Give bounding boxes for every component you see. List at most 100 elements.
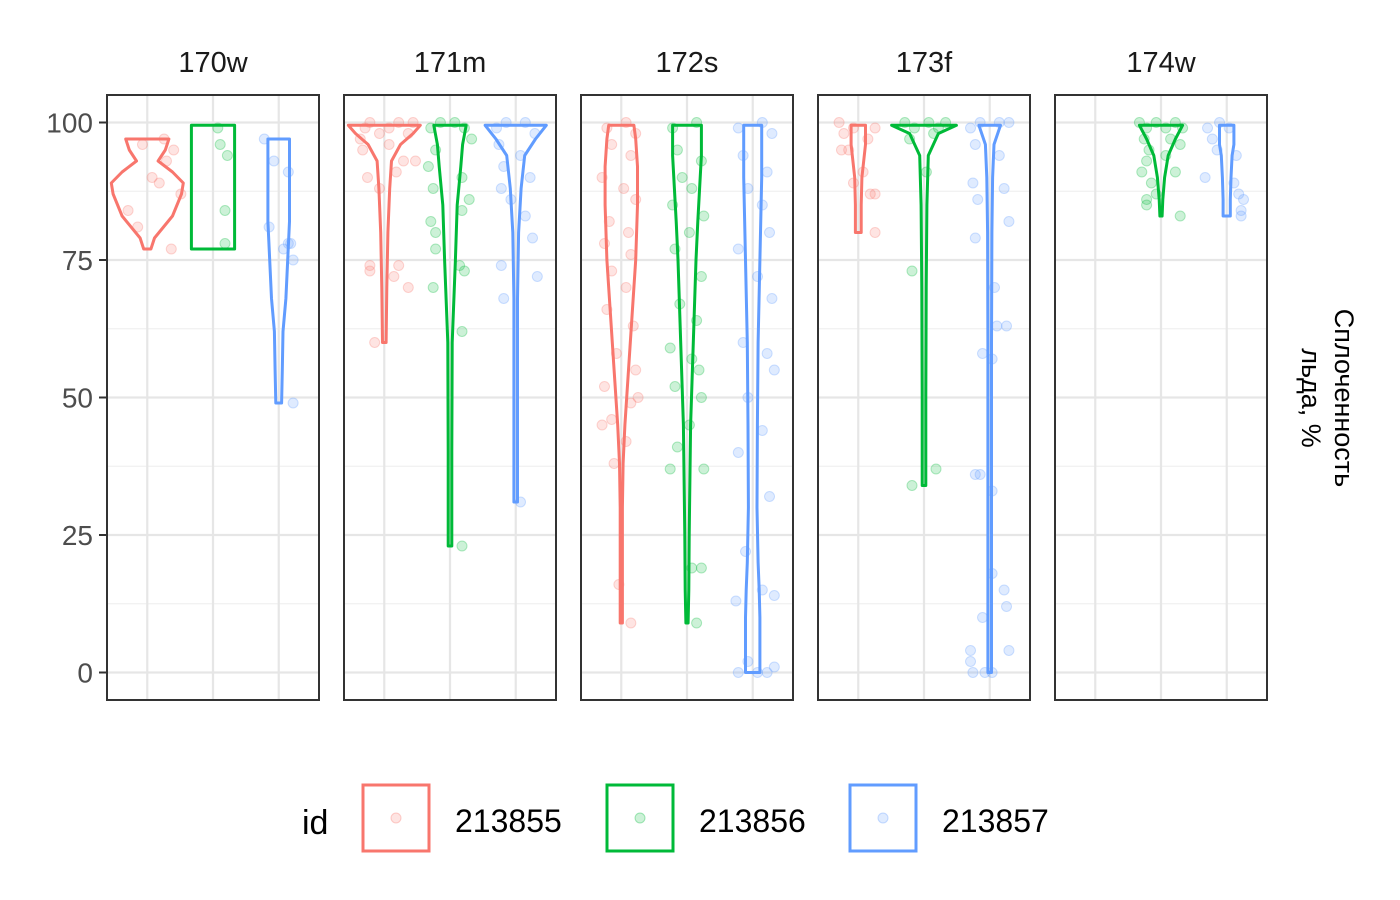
data-point [1174, 210, 1186, 222]
data-point [122, 205, 134, 216]
data-point [364, 265, 376, 277]
series-213855 [346, 117, 422, 348]
legend-label: 213857 [942, 803, 1049, 839]
data-point [764, 491, 776, 502]
data-point [732, 122, 744, 134]
series-213855 [596, 117, 644, 629]
data-point [427, 282, 439, 293]
legend-key [848, 783, 918, 853]
facet-panel-171m: 171m [343, 47, 557, 701]
violin-outline [890, 123, 958, 487]
violin-outline [189, 123, 237, 251]
data-point [531, 271, 543, 282]
data-point [456, 326, 468, 337]
data-point [869, 122, 881, 134]
data-point [425, 216, 437, 227]
data-point [1235, 205, 1247, 216]
data-point [835, 144, 847, 156]
data-point [969, 469, 981, 480]
data-point [732, 447, 744, 458]
data-point [998, 584, 1010, 596]
data-point [965, 656, 977, 667]
violin-outline [109, 137, 185, 251]
data-point [364, 260, 376, 271]
data-point [965, 122, 977, 134]
data-point [972, 194, 984, 205]
data-point [1141, 155, 1153, 167]
data-point [527, 232, 539, 244]
data-point [495, 260, 507, 271]
data-point [397, 155, 409, 167]
y-tick-label: 50 [62, 383, 93, 414]
series-213856 [890, 117, 958, 491]
data-point [761, 348, 773, 359]
data-point [1169, 166, 1181, 178]
data-point [463, 194, 475, 205]
data-point [991, 320, 1003, 332]
y-tick-label: 0 [77, 658, 93, 689]
data-point [361, 172, 373, 183]
data-point [969, 232, 981, 244]
data-point [466, 133, 478, 145]
data-point [695, 562, 707, 574]
legend: id 213855 213856 213857 [302, 783, 1049, 853]
data-point [691, 617, 703, 629]
data-point [221, 150, 233, 161]
data-point [168, 144, 180, 156]
data-point [1202, 122, 1214, 134]
y-axis: 0 25 50 75 100 [46, 108, 107, 689]
data-point [422, 161, 434, 172]
data-point [1235, 210, 1247, 222]
data-point [388, 271, 400, 282]
legend-entry-213855: 213855 [361, 783, 562, 853]
facet-panels: 170w 171m 172s 173f 174w [106, 47, 1268, 701]
data-point [833, 117, 845, 128]
data-point [730, 595, 742, 607]
data-point [632, 392, 644, 403]
data-point [393, 260, 405, 271]
data-point [409, 155, 421, 167]
data-point [606, 414, 618, 425]
legend-key-point [877, 812, 889, 824]
facet-label-171m: 171m [414, 47, 487, 79]
data-point [732, 667, 744, 678]
data-point [136, 139, 148, 150]
data-point [618, 183, 630, 194]
data-point [625, 150, 637, 161]
violin-outline [849, 123, 867, 234]
data-point [1141, 199, 1153, 211]
data-point [977, 348, 989, 359]
legend-key [361, 783, 431, 853]
violin-outline [346, 123, 422, 344]
data-point [427, 183, 439, 194]
data-point [625, 617, 637, 629]
data-point [693, 364, 705, 376]
data-point [630, 364, 642, 376]
data-point [698, 210, 710, 222]
series-213856 [189, 122, 237, 251]
data-point [1001, 601, 1013, 612]
facet-panel-174w: 174w [1054, 47, 1268, 701]
violin-outline [603, 123, 639, 625]
legend-key-point [634, 812, 646, 824]
data-point [768, 364, 780, 376]
panel-border [343, 94, 557, 701]
series-213856 [422, 117, 478, 552]
data-point [768, 590, 780, 601]
data-point [768, 661, 780, 673]
data-point [1141, 194, 1153, 205]
data-point [969, 139, 981, 150]
data-point [287, 254, 299, 266]
violin-outline [483, 123, 548, 504]
data-point [630, 194, 642, 205]
data-point [1174, 139, 1186, 150]
panel-border [580, 94, 794, 701]
data-point [219, 238, 231, 249]
data-point [430, 227, 442, 238]
series-213856 [1133, 117, 1189, 222]
y-tick-label: 25 [62, 520, 93, 551]
data-point [967, 177, 979, 189]
facet-label-174w: 174w [1126, 47, 1196, 79]
data-point [1003, 645, 1015, 656]
data-point [430, 243, 442, 255]
